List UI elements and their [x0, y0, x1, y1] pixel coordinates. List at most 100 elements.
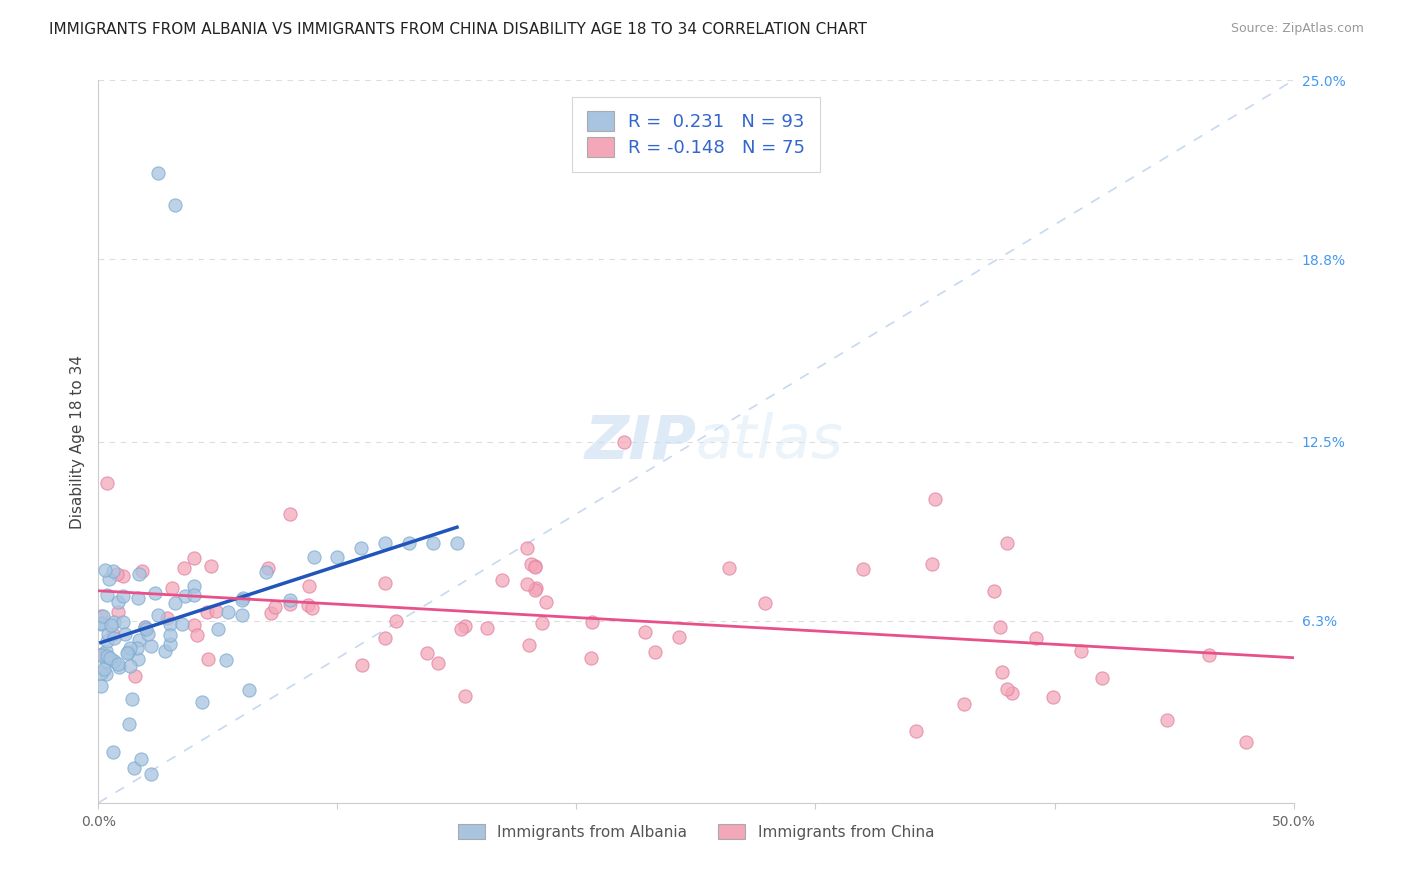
Point [231, 593, 253, 607]
Point [260, 606, 283, 620]
Point [374, 631, 396, 645]
Point [118, 641, 141, 656]
Y-axis label: Disability Age 18 to 34: Disability Age 18 to 34 [69, 354, 84, 529]
Point [384, 614, 406, 628]
Point [143, 586, 166, 600]
Point [141, 639, 163, 653]
Point [148, 607, 170, 622]
Point [98, 651, 122, 665]
Point [190, 694, 212, 708]
Point [90, 615, 112, 630]
Point [148, 166, 170, 180]
Point [90, 608, 112, 623]
Point [163, 197, 186, 211]
Point [128, 632, 150, 647]
Point [613, 434, 636, 449]
Point [114, 627, 136, 641]
Point [96, 649, 118, 664]
Point [183, 579, 205, 593]
Point [524, 560, 547, 574]
Point [93, 661, 115, 675]
Point [195, 606, 218, 620]
Point [1001, 686, 1024, 700]
Point [134, 620, 156, 634]
Point [205, 604, 228, 618]
Point [350, 541, 373, 556]
Point [517, 639, 540, 653]
Point [183, 618, 205, 632]
Point [97, 572, 120, 586]
Point [90, 679, 112, 693]
Point [416, 646, 439, 660]
Point [107, 595, 129, 609]
Point [94, 667, 117, 681]
Point [924, 492, 946, 507]
Point [100, 618, 122, 632]
Point [254, 565, 277, 579]
Point [302, 550, 325, 565]
Point [125, 640, 148, 655]
Point [1156, 713, 1178, 727]
Point [534, 595, 557, 609]
Point [530, 615, 553, 630]
Point [197, 652, 219, 666]
Point [995, 681, 1018, 696]
Point [633, 624, 655, 639]
Point [278, 597, 301, 611]
Point [754, 596, 776, 610]
Point [264, 600, 287, 615]
Point [953, 698, 976, 712]
Point [516, 577, 538, 591]
Point [644, 644, 666, 658]
Point [127, 591, 149, 605]
Point [718, 560, 741, 574]
Point [519, 557, 541, 571]
Point [160, 581, 183, 595]
Text: ZIP: ZIP [583, 412, 696, 471]
Point [90, 616, 112, 631]
Point [183, 588, 205, 602]
Point [422, 535, 444, 549]
Point [117, 645, 139, 659]
Point [103, 631, 125, 645]
Point [165, 596, 187, 610]
Point [90, 648, 112, 662]
Point [128, 566, 150, 581]
Point [278, 593, 301, 607]
Point [516, 541, 538, 556]
Point [107, 657, 129, 671]
Point [446, 535, 468, 549]
Point [523, 559, 546, 574]
Point [374, 575, 396, 590]
Point [524, 582, 547, 596]
Point [115, 646, 138, 660]
Point [135, 623, 157, 637]
Point [398, 535, 420, 549]
Point [257, 561, 280, 575]
Point [91, 608, 114, 623]
Point [156, 611, 179, 625]
Point [326, 550, 349, 565]
Point [1025, 631, 1047, 645]
Point [232, 591, 254, 606]
Point [94, 563, 117, 577]
Point [131, 564, 153, 578]
Point [983, 583, 1005, 598]
Point [96, 588, 118, 602]
Point [852, 562, 875, 576]
Point [301, 600, 323, 615]
Point [668, 630, 690, 644]
Point [352, 657, 374, 672]
Point [1042, 690, 1064, 704]
Point [107, 660, 129, 674]
Point [96, 476, 118, 491]
Point [200, 559, 222, 574]
Point [111, 569, 134, 583]
Point [217, 605, 239, 619]
Point [453, 690, 475, 704]
Point [173, 561, 195, 575]
Point [136, 627, 159, 641]
Point [101, 626, 124, 640]
Legend: Immigrants from Albania, Immigrants from China: Immigrants from Albania, Immigrants from… [451, 818, 941, 846]
Point [127, 652, 149, 666]
